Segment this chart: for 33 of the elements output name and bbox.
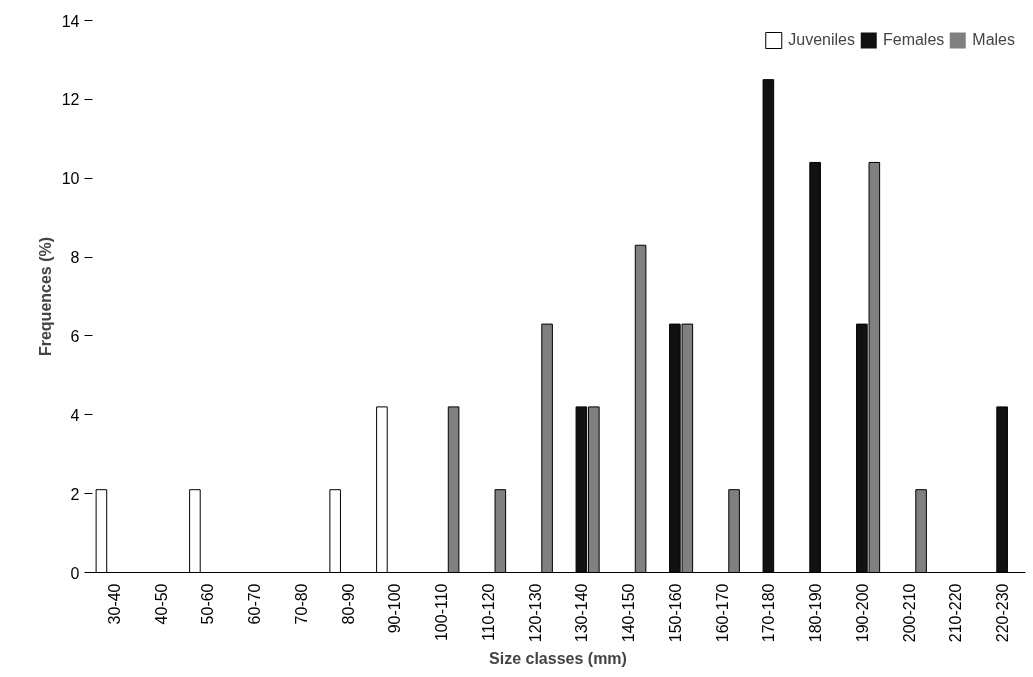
y-tick-label: 8 [70, 249, 80, 267]
x-axis-title: Size classes (mm) [489, 650, 627, 668]
x-tick-label: 210-220 [947, 583, 965, 643]
x-tick-label: 90-100 [386, 583, 404, 634]
x-tick-label: 180-190 [807, 583, 825, 643]
legend-label: Males [972, 31, 1015, 49]
x-tick-label: 40-50 [152, 583, 170, 625]
x-tick-label: 140-150 [620, 583, 638, 643]
x-tick-label: 70-80 [292, 583, 310, 625]
x-tick-label: 160-170 [713, 583, 731, 643]
y-tick-label: 0 [70, 564, 80, 582]
x-tick-label: 30-40 [105, 583, 123, 625]
x-tick-label: 190-200 [853, 583, 871, 643]
legend-label: Juveniles [788, 31, 855, 49]
x-tick-label: 170-180 [760, 583, 778, 643]
legend-label: Females [882, 31, 945, 49]
y-tick-label: 4 [70, 406, 80, 424]
x-tick-label: 220-230 [994, 583, 1012, 643]
x-tick-label: 100-110 [433, 583, 451, 642]
y-tick-label: 2 [70, 485, 80, 503]
y-tick-label: 6 [70, 327, 80, 345]
x-tick-label: 80-90 [339, 583, 357, 625]
y-tick-label: 10 [61, 170, 80, 188]
y-axis-title: Frequences (%) [36, 236, 54, 357]
y-tick-label: 14 [61, 12, 80, 30]
x-tick-label: 50-60 [199, 583, 217, 625]
x-tick-label: 150-160 [666, 583, 684, 643]
x-tick-label: 60-70 [246, 583, 264, 625]
y-tick-label: 12 [61, 91, 80, 109]
x-tick-label: 200-210 [900, 583, 918, 643]
x-tick-label: 130-140 [573, 583, 591, 643]
x-tick-label: 120-130 [526, 583, 544, 643]
x-tick-label: 110-120 [479, 583, 497, 642]
